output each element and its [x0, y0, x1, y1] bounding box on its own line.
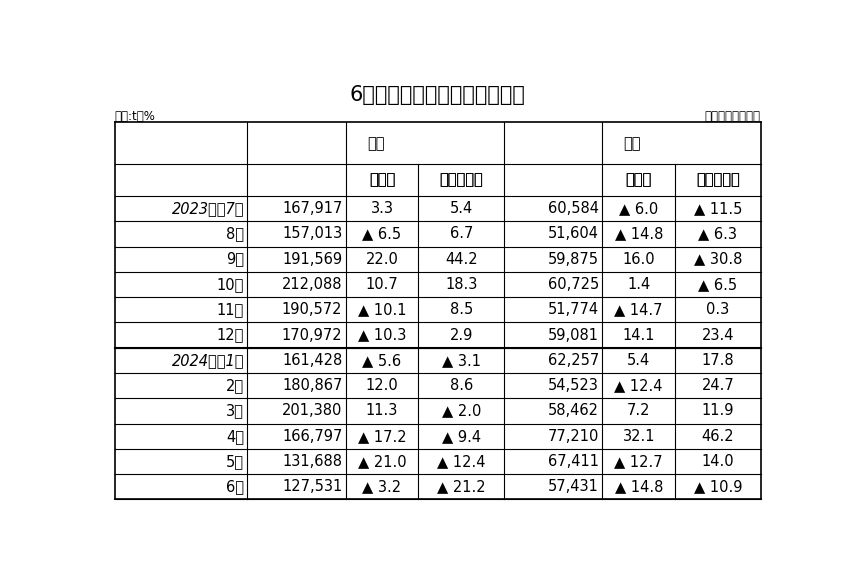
Text: 191,569: 191,569 — [282, 252, 342, 267]
Text: ▲ 6.0: ▲ 6.0 — [618, 201, 658, 216]
Text: 12月: 12月 — [217, 328, 244, 343]
Text: 単位:t，%: 単位:t，% — [114, 110, 155, 124]
Text: 170,972: 170,972 — [281, 328, 342, 343]
Text: 5.4: 5.4 — [626, 353, 650, 368]
Text: 前年同月比: 前年同月比 — [438, 173, 483, 188]
Text: 8月: 8月 — [226, 227, 244, 241]
Text: 前年同月比: 前年同月比 — [438, 173, 483, 188]
Text: 前月比: 前月比 — [368, 173, 395, 188]
Text: 180,867: 180,867 — [281, 378, 342, 393]
Text: 5.4: 5.4 — [449, 201, 473, 216]
Text: 前月比: 前月比 — [368, 173, 395, 188]
Text: 前年同月比: 前年同月比 — [695, 173, 739, 188]
Text: ▲ 14.8: ▲ 14.8 — [614, 227, 662, 241]
Text: 161,428: 161,428 — [281, 353, 342, 368]
Text: 51,604: 51,604 — [548, 227, 598, 241]
Text: 輸入: 輸入 — [623, 136, 641, 151]
Text: 6月: 6月 — [226, 479, 244, 494]
Text: 5月: 5月 — [226, 454, 244, 469]
Text: 60,725: 60,725 — [547, 277, 598, 292]
Text: 131,688: 131,688 — [282, 454, 342, 469]
Text: 12.0: 12.0 — [365, 378, 398, 393]
Text: 9月: 9月 — [226, 252, 244, 267]
Text: 10月: 10月 — [217, 277, 244, 292]
Text: ▲ 10.9: ▲ 10.9 — [693, 479, 741, 494]
Text: 190,572: 190,572 — [281, 302, 342, 317]
Text: ▲ 2.0: ▲ 2.0 — [441, 403, 480, 418]
Text: 0.3: 0.3 — [705, 302, 728, 317]
Text: 4月: 4月 — [226, 428, 244, 444]
Text: ▲ 10.1: ▲ 10.1 — [357, 302, 406, 317]
Text: 2024年　1月: 2024年 1月 — [171, 353, 244, 368]
Text: ▲ 11.5: ▲ 11.5 — [693, 201, 741, 216]
Text: 22.0: 22.0 — [365, 252, 398, 267]
Text: 前月比: 前月比 — [625, 173, 651, 188]
Text: 6月のエチレン換算輸出入実績: 6月のエチレン換算輸出入実績 — [350, 85, 525, 105]
Text: 3.3: 3.3 — [370, 201, 393, 216]
Text: 212,088: 212,088 — [281, 277, 342, 292]
Text: 166,797: 166,797 — [281, 428, 342, 444]
Text: ▲ 12.7: ▲ 12.7 — [613, 454, 662, 469]
Text: 67,411: 67,411 — [548, 454, 598, 469]
Text: ▲ 10.3: ▲ 10.3 — [357, 328, 406, 343]
Text: 11月: 11月 — [217, 302, 244, 317]
Text: 6.7: 6.7 — [449, 227, 473, 241]
Text: ▲ 9.4: ▲ 9.4 — [441, 428, 480, 444]
Text: 2月: 2月 — [225, 378, 244, 393]
Text: ▲ 3.1: ▲ 3.1 — [441, 353, 480, 368]
Text: ▲ 12.4: ▲ 12.4 — [614, 378, 662, 393]
Text: 前年同月比: 前年同月比 — [695, 173, 739, 188]
Text: 3月: 3月 — [226, 403, 244, 418]
Text: 8.6: 8.6 — [449, 378, 473, 393]
Text: 前月比: 前月比 — [625, 173, 651, 188]
Text: 59,875: 59,875 — [548, 252, 598, 267]
Text: ▲ 3.2: ▲ 3.2 — [362, 479, 401, 494]
Text: ▲ 17.2: ▲ 17.2 — [357, 428, 406, 444]
Text: ▲ 14.8: ▲ 14.8 — [614, 479, 662, 494]
Text: 60,584: 60,584 — [548, 201, 598, 216]
Text: 14.1: 14.1 — [622, 328, 654, 343]
Text: 18.3: 18.3 — [444, 277, 477, 292]
Text: 1.4: 1.4 — [626, 277, 650, 292]
Text: 24.7: 24.7 — [700, 378, 734, 393]
Text: 167,917: 167,917 — [281, 201, 342, 216]
Text: 62,257: 62,257 — [547, 353, 598, 368]
Text: 127,531: 127,531 — [281, 479, 342, 494]
Text: 54,523: 54,523 — [548, 378, 598, 393]
Text: 57,431: 57,431 — [548, 479, 598, 494]
Text: 51,774: 51,774 — [548, 302, 598, 317]
Text: 59,081: 59,081 — [548, 328, 598, 343]
Text: 2.9: 2.9 — [449, 328, 473, 343]
Text: 58,462: 58,462 — [548, 403, 598, 418]
Text: 32.1: 32.1 — [622, 428, 654, 444]
Text: 輸出: 輸出 — [367, 136, 384, 151]
Text: ▲ 14.7: ▲ 14.7 — [614, 302, 662, 317]
Text: 10.7: 10.7 — [365, 277, 398, 292]
Text: ▲ 30.8: ▲ 30.8 — [693, 252, 741, 267]
Text: 201,380: 201,380 — [281, 403, 342, 418]
Text: 46.2: 46.2 — [701, 428, 734, 444]
Text: ▲ 6.5: ▲ 6.5 — [698, 277, 737, 292]
Text: 石油化学工業協会: 石油化学工業協会 — [704, 110, 760, 124]
Text: 11.9: 11.9 — [701, 403, 734, 418]
Text: ▲ 21.2: ▲ 21.2 — [437, 479, 485, 494]
Text: 77,210: 77,210 — [547, 428, 598, 444]
Text: 7.2: 7.2 — [626, 403, 650, 418]
Text: ▲ 12.4: ▲ 12.4 — [437, 454, 485, 469]
Text: 44.2: 44.2 — [444, 252, 477, 267]
Text: 2023年　7月: 2023年 7月 — [171, 201, 244, 216]
Text: ▲ 6.3: ▲ 6.3 — [698, 227, 736, 241]
Text: ▲ 5.6: ▲ 5.6 — [362, 353, 401, 368]
Text: 16.0: 16.0 — [622, 252, 654, 267]
Text: 17.8: 17.8 — [701, 353, 734, 368]
Text: ▲ 21.0: ▲ 21.0 — [357, 454, 406, 469]
Text: 8.5: 8.5 — [449, 302, 473, 317]
Text: ▲ 6.5: ▲ 6.5 — [362, 227, 401, 241]
Text: 157,013: 157,013 — [281, 227, 342, 241]
Text: 11.3: 11.3 — [365, 403, 397, 418]
Text: 14.0: 14.0 — [701, 454, 734, 469]
Text: 23.4: 23.4 — [701, 328, 734, 343]
